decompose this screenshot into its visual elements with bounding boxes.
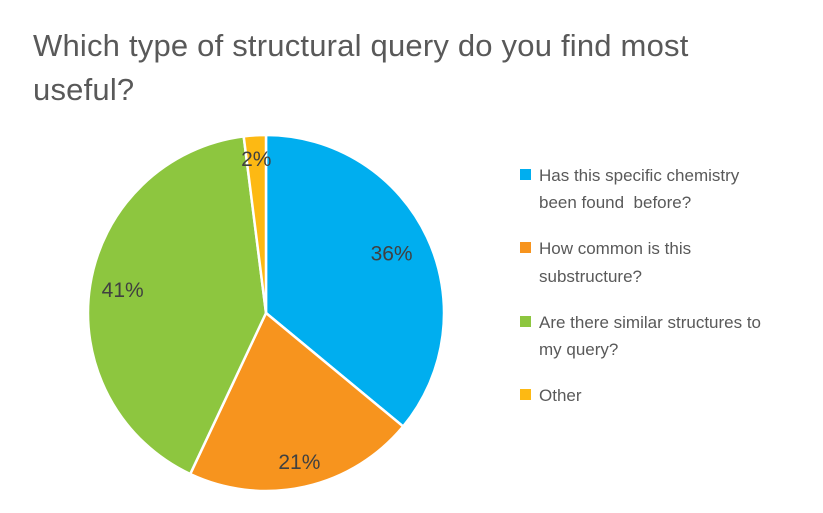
- legend-item-specific-chemistry: Has this specific chemistry been found b…: [520, 162, 768, 216]
- legend-label: How common is this substructure?: [539, 239, 696, 286]
- legend: Has this specific chemistry been found b…: [520, 162, 768, 409]
- legend-item-other: Other: [520, 382, 768, 409]
- legend-swatch-yellow-icon: [520, 389, 531, 401]
- slice-label-other: 2%: [241, 148, 271, 171]
- legend-item-common-substructure: How common is this substructure?: [520, 235, 768, 289]
- legend-label: Other: [539, 386, 582, 406]
- legend-swatch-blue-icon: [520, 169, 531, 180]
- pie-slice-specific-chemistry: [264, 133, 446, 428]
- legend-label: Has this specific chemistry been found b…: [539, 166, 745, 213]
- slice-label-common-substructure: 21%: [278, 451, 320, 474]
- pie-slice-similar-structures: [86, 135, 268, 476]
- pie-slice-other: [242, 133, 268, 315]
- slice-label-specific-chemistry: 36%: [371, 242, 413, 265]
- legend-item-similar-structures: Are there similar structures to my query…: [520, 309, 768, 363]
- legend-swatch-orange-icon: [520, 242, 531, 254]
- legend-label: Are there similar structures to my query…: [539, 312, 766, 359]
- pie-slice-common-substructure: [188, 311, 405, 493]
- slice-label-similar-structures: 41%: [102, 279, 144, 302]
- chart-title: Which type of structural query do you fi…: [33, 28, 689, 108]
- legend-swatch-green-icon: [520, 315, 531, 327]
